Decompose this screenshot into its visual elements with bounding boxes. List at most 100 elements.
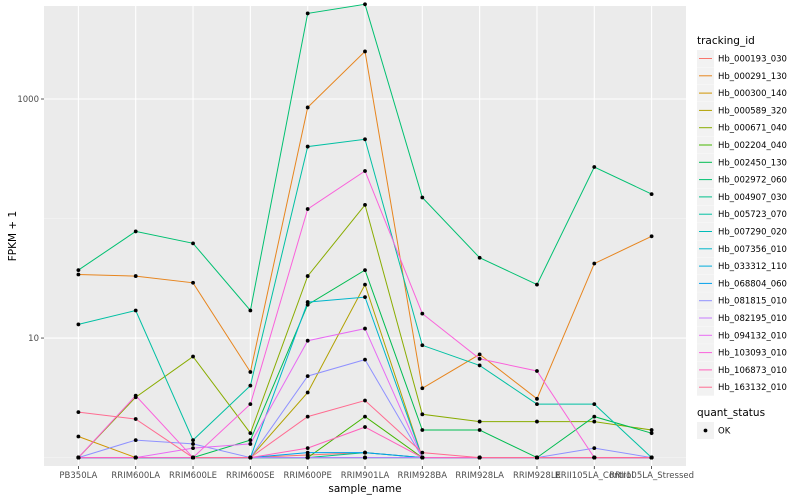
data-point <box>76 322 81 327</box>
data-point <box>248 431 253 436</box>
data-point <box>76 410 81 415</box>
data-point <box>363 49 367 54</box>
data-point <box>76 268 81 273</box>
data-point <box>649 431 654 436</box>
x-tick-label: PB350LA <box>59 471 97 481</box>
data-point <box>248 438 253 442</box>
data-point <box>535 455 539 460</box>
data-point <box>363 295 367 300</box>
data-point <box>420 412 425 417</box>
y-tick-label: 1000 <box>17 95 39 105</box>
data-point <box>477 419 482 424</box>
data-point <box>133 438 138 442</box>
data-point <box>305 300 310 304</box>
legend-label: Hb_005723_070 <box>718 210 787 220</box>
x-tick-label: RRIM928LE <box>513 471 561 481</box>
x-tick-label: RRIM600PE <box>283 471 331 481</box>
data-point <box>133 455 138 460</box>
data-point <box>477 455 482 460</box>
data-point <box>191 446 195 451</box>
data-point <box>649 234 654 239</box>
data-point <box>477 356 482 361</box>
x-tick-label: RRIM928LA <box>455 471 504 481</box>
legend-label: Hb_103093_010 <box>718 349 787 359</box>
x-tick-label: RRII105LA_Control <box>555 471 634 481</box>
data-point <box>305 414 310 419</box>
y-tick-label: 10 <box>28 334 39 344</box>
data-point <box>363 398 367 403</box>
data-point <box>305 105 310 110</box>
y-axis: 10 1000 <box>17 95 44 344</box>
data-point <box>363 425 367 429</box>
legend-label: Hb_000300_140 <box>718 89 787 99</box>
data-point <box>477 363 482 368</box>
legend-label: Hb_002204_040 <box>718 141 787 151</box>
data-point <box>363 326 367 331</box>
data-point <box>248 308 253 313</box>
data-point <box>191 442 195 446</box>
color-legend-items: Hb_000193_030 Hb_000291_130 Hb_000300_140 H… <box>697 50 787 396</box>
data-point <box>133 274 138 278</box>
legend-label: Hb_000589_320 <box>718 106 787 116</box>
legend-label: Hb_000291_130 <box>718 72 787 82</box>
legend-label: Hb_000193_030 <box>718 55 787 65</box>
data-point <box>248 442 253 446</box>
x-axis: PB350LA RRIM600LA RRIM600LE RRIM600SE RRIM60… <box>59 466 694 481</box>
y-axis-title: FPKM + 1 <box>7 211 19 261</box>
legend-label: Hb_163132_010 <box>718 383 787 393</box>
data-point <box>363 2 367 7</box>
x-tick-label: RRIM600LA <box>111 471 160 481</box>
data-point <box>535 282 539 287</box>
data-point <box>420 428 425 432</box>
data-point <box>305 450 310 455</box>
data-point <box>592 446 597 451</box>
data-point <box>248 402 253 407</box>
data-point <box>76 272 81 277</box>
legend-label: Hb_081815_010 <box>718 297 787 307</box>
data-point <box>76 455 81 460</box>
data-point <box>535 402 539 407</box>
data-point <box>191 455 195 460</box>
legend: tracking_id Hb_000193_030Hb_000291_130Hb… <box>697 35 787 439</box>
legend-label: Hb_033312_110 <box>718 262 787 272</box>
data-point <box>305 390 310 395</box>
legend-label: Hb_106873_010 <box>718 366 787 376</box>
data-point <box>76 434 81 439</box>
legend-label: Hb_000671_040 <box>718 124 787 134</box>
legend-label: Hb_002450_130 <box>718 158 787 168</box>
data-point <box>420 343 425 348</box>
x-tick-label: RRIM928BA <box>398 471 448 481</box>
data-point <box>649 455 654 460</box>
data-point <box>248 370 253 374</box>
x-axis-title: sample_name <box>328 483 401 495</box>
data-point <box>649 428 654 432</box>
data-point <box>363 450 367 455</box>
data-point <box>133 393 138 398</box>
data-point <box>592 165 597 169</box>
legend-label: Hb_007290_020 <box>718 228 787 238</box>
data-points <box>76 2 654 460</box>
legend-label: Hb_007356_010 <box>718 245 787 255</box>
data-point <box>363 203 367 207</box>
data-point <box>535 369 539 373</box>
data-point <box>477 352 482 357</box>
data-point <box>420 386 425 391</box>
data-point <box>592 261 597 266</box>
data-point <box>305 144 310 149</box>
data-point <box>191 280 195 285</box>
data-point <box>535 396 539 401</box>
data-point <box>305 446 310 451</box>
data-point <box>133 229 138 234</box>
data-point <box>305 207 310 211</box>
data-point <box>420 195 425 200</box>
data-point <box>477 255 482 260</box>
color-legend-title: tracking_id <box>697 35 755 47</box>
data-point <box>363 268 367 273</box>
x-tick-label: RRII105LA_Stressed <box>609 471 694 481</box>
x-tick-label: RRIM600SE <box>226 471 275 481</box>
data-point <box>592 414 597 419</box>
shape-legend-items: OK <box>697 422 731 439</box>
data-point <box>535 419 539 424</box>
shape-legend-point <box>703 428 708 433</box>
